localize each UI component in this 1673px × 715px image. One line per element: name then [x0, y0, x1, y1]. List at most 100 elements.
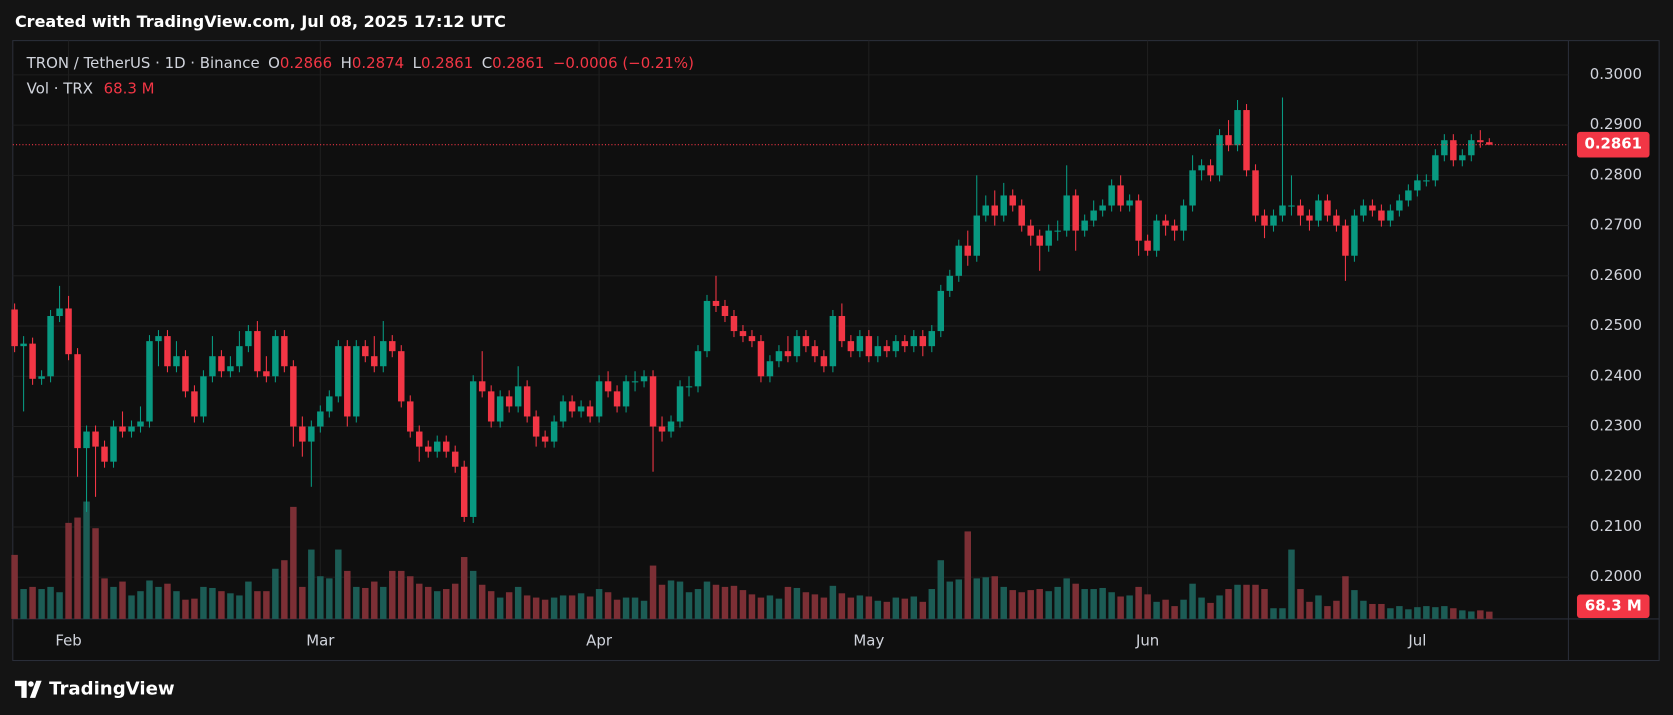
- candle-body: [955, 245, 963, 276]
- volume-bar: [317, 576, 324, 619]
- candle-body: [389, 341, 396, 352]
- candle-body: [371, 356, 378, 367]
- volume-bar: [1423, 606, 1430, 619]
- volume-bar: [1297, 589, 1304, 619]
- candle-body: [1072, 195, 1079, 231]
- volume-bar: [649, 565, 657, 619]
- volume-bar: [1459, 610, 1466, 619]
- volume-bar: [1144, 594, 1151, 619]
- volume-bar: [1153, 601, 1160, 619]
- candle-body: [1351, 215, 1358, 256]
- volume-bar: [442, 589, 450, 619]
- x-tick-label: Jul: [1407, 631, 1426, 649]
- logo-dot: [28, 681, 34, 687]
- candle-body: [1144, 240, 1151, 251]
- volume-bar: [1180, 599, 1187, 619]
- volume-bar: [1477, 610, 1484, 619]
- candle-body: [1306, 215, 1313, 221]
- candle-body: [29, 343, 36, 379]
- candle-body: [1198, 165, 1205, 171]
- candle-body: [613, 391, 621, 407]
- candle-body: [721, 305, 729, 317]
- candle-body: [1405, 190, 1412, 201]
- y-tick-label: 0.2200: [1590, 467, 1642, 485]
- volume-bar: [200, 586, 207, 619]
- volume-bar: [739, 590, 747, 619]
- candle-body: [901, 341, 909, 347]
- volume-bar: [451, 583, 459, 619]
- candle-body: [748, 336, 756, 342]
- volume-bar: [1234, 584, 1241, 619]
- candle-body: [856, 336, 864, 352]
- volume-bar: [1054, 586, 1061, 619]
- volume-bar: [173, 591, 180, 619]
- candle-body: [1081, 220, 1088, 231]
- volume-bar: [1441, 606, 1448, 619]
- candle-body: [865, 336, 873, 357]
- volume-bar: [1288, 549, 1295, 619]
- ohlc-label: H: [341, 54, 352, 72]
- candle-body: [92, 431, 99, 447]
- candle-body: [991, 205, 998, 216]
- candle-body: [1225, 135, 1232, 146]
- y-tick-label: 0.2700: [1590, 216, 1642, 234]
- y-tick-label: 0.3000: [1590, 65, 1642, 83]
- volume-bar: [1360, 600, 1367, 619]
- volume-bar: [1018, 592, 1025, 619]
- candle-body: [200, 376, 207, 417]
- volume-bar: [1369, 603, 1376, 619]
- volume-bar: [1261, 589, 1268, 619]
- volume-bar: [254, 591, 261, 619]
- candle-body: [838, 316, 846, 342]
- candle-body: [820, 356, 828, 367]
- candle-body: [272, 336, 279, 377]
- candle-body: [137, 421, 144, 427]
- volume-bar: [640, 600, 648, 619]
- volume-bar: [272, 568, 279, 619]
- volume-bar: [47, 586, 54, 619]
- candle-body: [128, 426, 135, 432]
- candle-body: [119, 426, 126, 432]
- volume-bar: [1135, 586, 1142, 619]
- volume-bar: [164, 583, 171, 619]
- volume-bar: [1342, 576, 1349, 619]
- candle-body: [146, 341, 153, 422]
- volume-bar: [1270, 608, 1277, 619]
- candle-body: [604, 381, 612, 392]
- candle-body: [83, 431, 90, 449]
- y-tick-label: 0.2600: [1590, 266, 1642, 284]
- candle-body: [1315, 200, 1322, 221]
- volume-bar: [1216, 595, 1223, 619]
- candle-body: [478, 381, 486, 392]
- volume-bar: [1117, 596, 1124, 619]
- volume-bar: [901, 598, 909, 619]
- candle-body: [20, 343, 27, 347]
- caption: Created with TradingView.com, Jul 08, 20…: [15, 12, 506, 31]
- volume-bar: [1315, 595, 1322, 619]
- candle-body: [1099, 205, 1106, 211]
- candle-body: [775, 351, 783, 362]
- candle-body: [631, 381, 639, 383]
- candle-body: [946, 275, 954, 291]
- candle-body: [56, 308, 63, 317]
- candle-body: [47, 316, 54, 377]
- candle-body: [1342, 225, 1349, 256]
- volume-bar: [775, 598, 783, 619]
- candle-body: [883, 346, 891, 352]
- candle-body: [1378, 210, 1385, 221]
- x-tick-label: Mar: [306, 631, 335, 649]
- candle-body: [640, 376, 648, 382]
- volume-bar: [1000, 586, 1007, 619]
- candle-body: [191, 391, 198, 417]
- legend-ohlc: TRON / TetherUS · 1D · Binance O0.2866 H0.…: [26, 54, 694, 72]
- candle-body: [218, 356, 225, 372]
- candle-body: [1387, 210, 1394, 221]
- volume-bar: [1414, 607, 1421, 619]
- volume-bar: [802, 592, 810, 619]
- candle-body: [685, 386, 693, 388]
- candle-body: [676, 386, 684, 422]
- x-tick-label: May: [853, 631, 884, 649]
- candle-body: [1054, 230, 1061, 232]
- volume-bar: [1387, 608, 1394, 619]
- candle-body: [1459, 155, 1466, 161]
